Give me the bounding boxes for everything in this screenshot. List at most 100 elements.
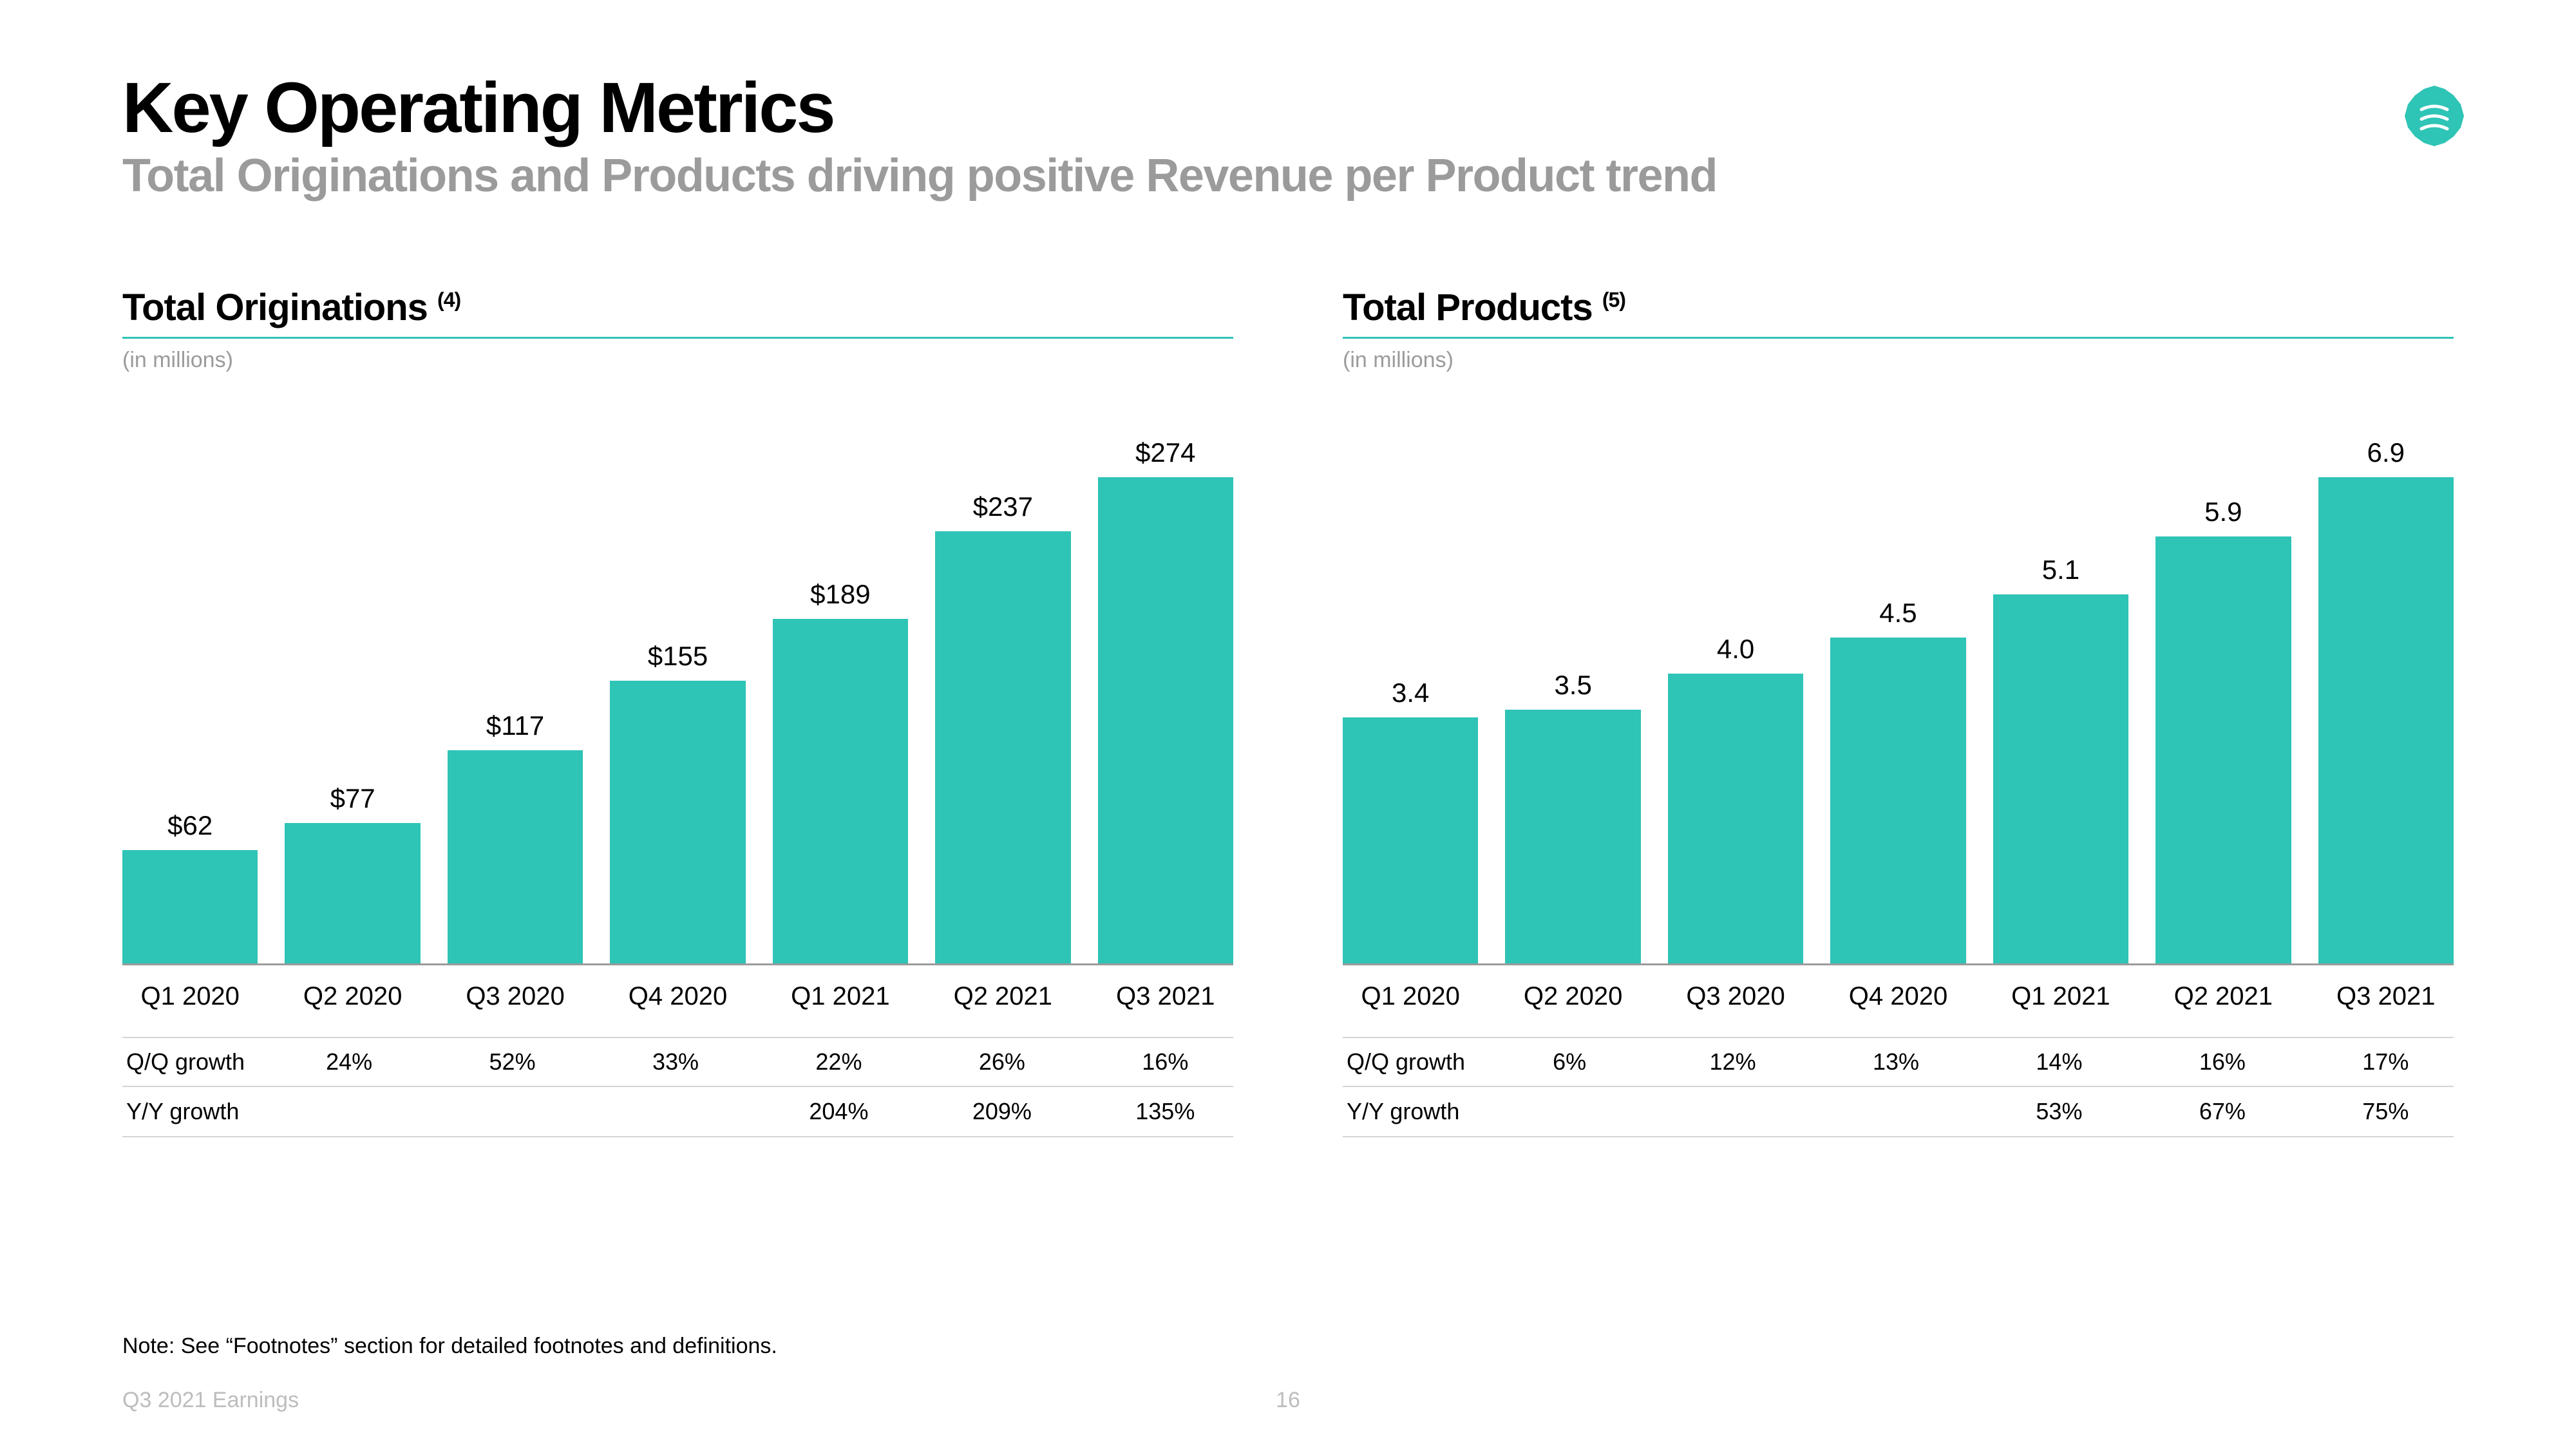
- bar: [122, 850, 258, 963]
- chart-footnote-ref: (4): [437, 288, 460, 311]
- growth-cell: 12%: [1665, 1048, 1801, 1075]
- growth-table: Q/Q growth24%52%33%22%26%16%Y/Y growth20…: [122, 1037, 1233, 1137]
- growth-cell: 22%: [771, 1048, 907, 1075]
- bar-value-label: 4.0: [1717, 634, 1754, 665]
- growth-table: Q/Q growth6%12%13%14%16%17%Y/Y growth53%…: [1343, 1037, 2454, 1137]
- bar-wrap: $274: [1098, 437, 1233, 963]
- chart-footnote-ref: (5): [1602, 288, 1625, 311]
- brand-badge-icon: [2402, 84, 2467, 148]
- category-label: Q4 2020: [610, 982, 745, 1011]
- bar-value-label: 6.9: [2367, 437, 2405, 468]
- header-row: Key Operating Metrics Total Originations…: [122, 71, 2454, 202]
- growth-cell: 53%: [1991, 1098, 2127, 1125]
- growth-row-label: Y/Y growth: [122, 1098, 281, 1125]
- bar: [610, 681, 745, 963]
- bar: [1993, 594, 2128, 963]
- growth-row: Y/Y growth 53% 67% 75%: [1343, 1087, 2454, 1137]
- chart-panel: Total Originations (4) (in millions) $62 $7…: [122, 286, 1233, 1137]
- bar-wrap: $189: [773, 437, 908, 963]
- growth-cell: 33%: [607, 1048, 743, 1075]
- category-label: Q4 2020: [1830, 982, 1965, 1011]
- growth-cell: [1501, 1098, 1637, 1125]
- bar: [1668, 674, 1803, 963]
- category-label: Q1 2021: [1993, 982, 2128, 1011]
- growth-cell: 14%: [1991, 1048, 2127, 1075]
- bar-wrap: 5.1: [1993, 437, 2128, 963]
- growth-row-label: Q/Q growth: [1343, 1048, 1501, 1075]
- category-label: Q2 2021: [2155, 982, 2291, 1011]
- bar-value-label: 3.5: [1554, 670, 1591, 701]
- charts-row: Total Originations (4) (in millions) $62 $7…: [122, 286, 2454, 1137]
- bar: [1343, 717, 1478, 963]
- growth-row-label: Q/Q growth: [122, 1048, 281, 1075]
- title-block: Key Operating Metrics Total Originations…: [122, 71, 2402, 202]
- bar-wrap: $62: [122, 437, 258, 963]
- chart-panel: Total Products (5)(in millions)3.43.54.0…: [1343, 286, 2454, 1137]
- growth-cell: 13%: [1828, 1048, 1964, 1075]
- chart-unit-label: (in millions): [122, 348, 1233, 373]
- bar-value-label: 5.1: [2042, 554, 2079, 585]
- footer-left: Q3 2021 Earnings: [122, 1388, 299, 1413]
- bar-value-label: 4.5: [1879, 598, 1917, 629]
- bar: [1098, 477, 1233, 963]
- categories-row: Q1 2020Q2 2020Q3 2020Q4 2020Q1 2021Q2 20…: [122, 982, 1233, 1011]
- category-label: Q1 2021: [773, 982, 908, 1011]
- bar-wrap: 6.9: [2318, 437, 2454, 963]
- growth-cell: [444, 1098, 580, 1125]
- bar-wrap: $155: [610, 437, 745, 963]
- chart-title-text: Total Products: [1343, 287, 1602, 328]
- bar: [448, 750, 583, 963]
- chart-title: Total Products (5): [1343, 286, 2454, 329]
- bars-area: 3.4 3.5 4.0 4.5 5.1 5.9 6.9: [1343, 437, 2454, 965]
- growth-row: Q/Q growth6%12%13%14%16%17%: [1343, 1037, 2454, 1087]
- growth-cell: [1828, 1098, 1964, 1125]
- bar-wrap: 3.5: [1505, 437, 1640, 963]
- bar: [1830, 638, 1965, 963]
- chart-title: Total Originations (4): [122, 286, 1233, 329]
- bar-value-label: $189: [810, 579, 870, 610]
- bar-value-label: 3.4: [1392, 677, 1429, 708]
- bar-value-label: $77: [330, 783, 375, 814]
- bar-value-label: $62: [167, 810, 213, 841]
- bar: [935, 531, 1070, 963]
- bars-area: $62 $77 $117$155 $189 $237$274: [122, 437, 1233, 965]
- category-label: Q2 2021: [935, 982, 1070, 1011]
- growth-cell: 26%: [934, 1048, 1070, 1075]
- growth-row-label: Y/Y growth: [1343, 1098, 1501, 1125]
- growth-cell: 6%: [1501, 1048, 1637, 1075]
- bar-wrap: 4.0: [1668, 437, 1803, 963]
- growth-cell: [281, 1098, 417, 1125]
- bar-wrap: 4.5: [1830, 437, 1965, 963]
- page-title: Key Operating Metrics: [122, 71, 2402, 146]
- bar-wrap: 3.4: [1343, 437, 1478, 963]
- category-label: Q3 2021: [2318, 982, 2454, 1011]
- growth-cell: 17%: [2318, 1048, 2454, 1075]
- bar-wrap: 5.9: [2155, 437, 2291, 963]
- growth-cell: 135%: [1097, 1098, 1233, 1125]
- bar-wrap: $77: [285, 437, 420, 963]
- bar: [2318, 477, 2454, 963]
- category-label: Q3 2020: [1668, 982, 1803, 1011]
- growth-cell: 75%: [2318, 1098, 2454, 1125]
- growth-cell: [1665, 1098, 1801, 1125]
- growth-cells: 53% 67% 75%: [1501, 1098, 2454, 1125]
- bar-wrap: $117: [448, 437, 583, 963]
- footnote-text: Note: See “Footnotes” section for detail…: [122, 1334, 777, 1359]
- chart-title-row: Total Originations (4): [122, 286, 1233, 339]
- category-label: Q1 2020: [122, 982, 258, 1011]
- growth-row: Y/Y growth204%209%135%: [122, 1087, 1233, 1137]
- growth-cell: 67%: [2154, 1098, 2290, 1125]
- bar-value-label: 5.9: [2204, 497, 2242, 527]
- slide: Key Operating Metrics Total Originations…: [0, 0, 2576, 1449]
- bar: [773, 619, 908, 963]
- growth-cells: 6%12%13%14%16%17%: [1501, 1048, 2454, 1075]
- growth-cells: 24%52%33%22%26%16%: [281, 1048, 1233, 1075]
- growth-cell: 209%: [934, 1098, 1070, 1125]
- growth-cell: 16%: [1097, 1048, 1233, 1075]
- bar-wrap: $237: [935, 437, 1070, 963]
- chart-title-text: Total Originations: [122, 287, 437, 328]
- footer-page-number: 16: [1276, 1388, 1300, 1413]
- growth-cell: 52%: [444, 1048, 580, 1075]
- bar: [285, 823, 420, 963]
- growth-row: Q/Q growth24%52%33%22%26%16%: [122, 1037, 1233, 1087]
